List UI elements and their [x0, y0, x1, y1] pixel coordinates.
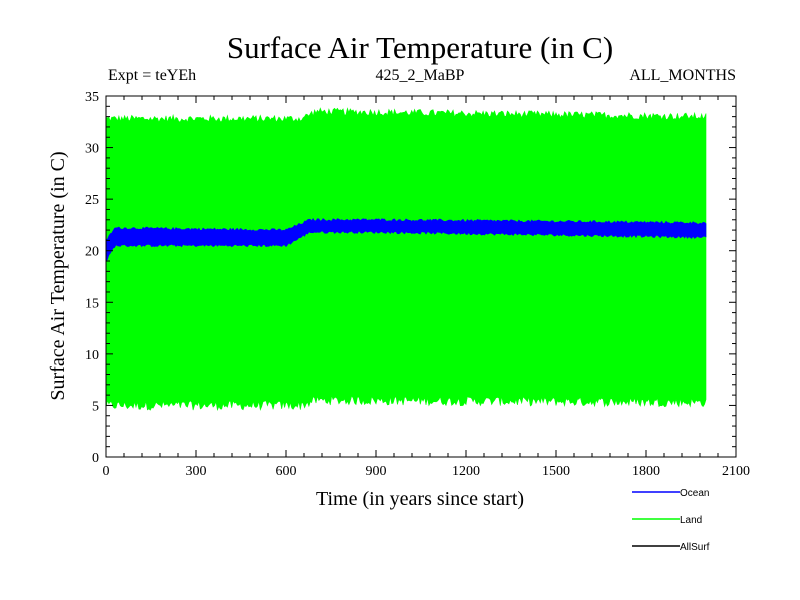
x-tick-label: 300 — [186, 464, 207, 479]
legend-label-allsurf: AllSurf — [680, 542, 710, 553]
plot-data — [105, 107, 707, 412]
x-tick-label: 900 — [366, 464, 387, 479]
y-axis-label: Surface Air Temperature (in C) — [47, 151, 69, 400]
x-axis-label: Time (in years since start) — [316, 488, 524, 510]
chart-title: Surface Air Temperature (in C) — [227, 30, 613, 65]
series-land-band — [105, 107, 707, 412]
y-tick-label: 30 — [85, 142, 99, 157]
y-tick-label: 15 — [85, 296, 99, 311]
axes: 0 300 600 900 1200 1500 1800 2100 0 5 10 15 20 25 30 35 — [85, 90, 750, 479]
period-label: 425_2_MaBP — [376, 67, 465, 84]
series-ocean-band — [105, 218, 707, 263]
x-tick-label: 1800 — [632, 464, 660, 479]
y-tick-label: 25 — [85, 193, 99, 208]
y-tick-label: 35 — [85, 90, 99, 105]
x-tick-label: 1200 — [452, 464, 480, 479]
y-tick-label: 5 — [92, 399, 99, 414]
x-tick-label: 1500 — [542, 464, 570, 479]
x-tick-label: 2100 — [722, 464, 750, 479]
plot-frame — [105, 95, 737, 458]
x-tick-label: 0 — [103, 464, 110, 479]
y-tick-label: 10 — [85, 348, 99, 363]
legend: Ocean Land AllSurf — [632, 488, 710, 553]
legend-label-land: Land — [680, 515, 702, 526]
months-label: ALL_MONTHS — [629, 67, 736, 84]
x-tick-label: 600 — [276, 464, 297, 479]
legend-label-ocean: Ocean — [680, 488, 709, 499]
y-tick-label: 0 — [92, 451, 99, 466]
y-tick-label: 20 — [85, 245, 99, 260]
expt-label: Expt = teYEh — [108, 67, 196, 84]
